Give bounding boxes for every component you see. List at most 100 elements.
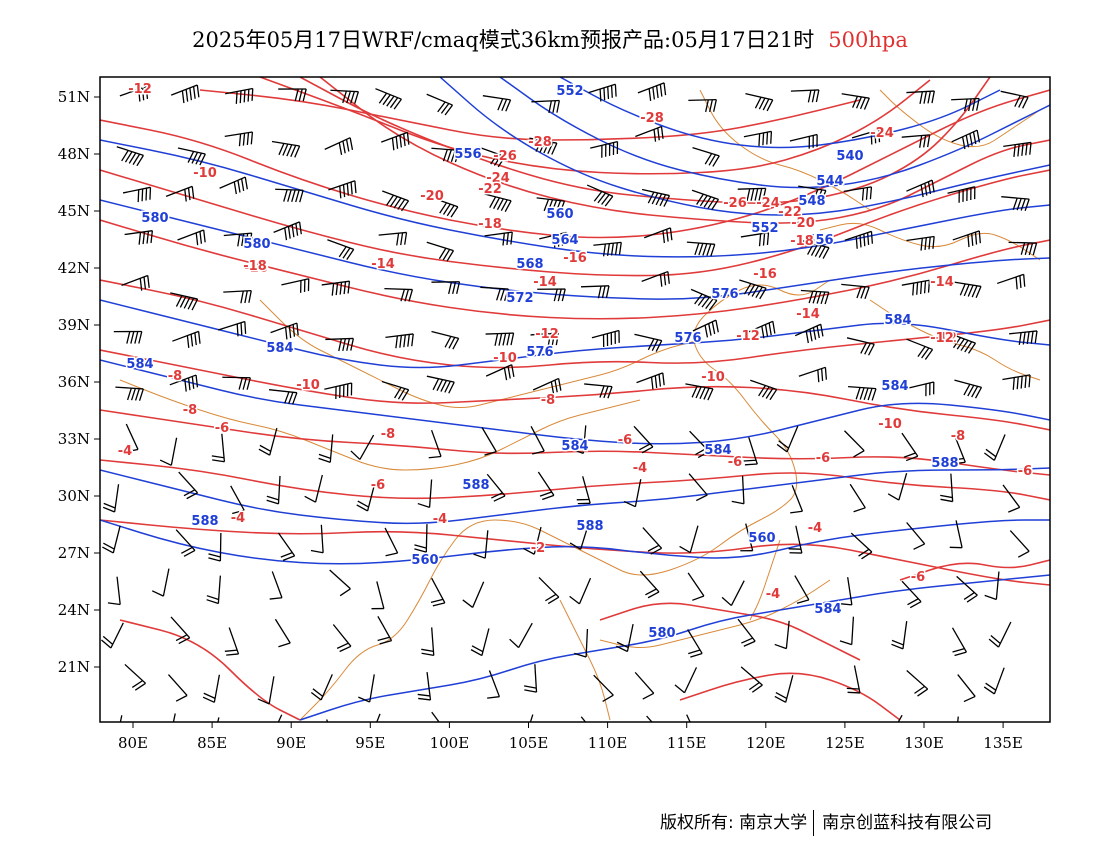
temperature-contour-label: -8 xyxy=(541,393,555,408)
temperature-contour-label: -14 xyxy=(371,257,395,272)
height-contour-label: 560 xyxy=(411,553,438,568)
wind-barb xyxy=(586,184,614,207)
wind-barb xyxy=(537,471,555,501)
wind-barb xyxy=(529,714,534,722)
temperature-contour-label: -6 xyxy=(1018,464,1032,479)
lat-tick-label: 36N xyxy=(58,373,90,391)
copyright-text: 版权所有: 南京大学 xyxy=(660,813,808,833)
wind-barb xyxy=(206,575,222,605)
lon-tick-label: 85E xyxy=(197,734,227,752)
wind-barb xyxy=(211,433,226,463)
wind-barb xyxy=(686,241,716,257)
wind-barb xyxy=(486,473,506,502)
wind-barb xyxy=(801,240,830,259)
wind-barb xyxy=(538,576,560,605)
wind-barb xyxy=(530,426,545,455)
temperature-contour-label: -6 xyxy=(1018,464,1032,479)
wind-barb xyxy=(481,427,497,456)
temperature-contour-label: -20 xyxy=(420,189,444,204)
wind-barb xyxy=(219,176,248,195)
wind-barb xyxy=(901,279,931,296)
wind-barb xyxy=(687,572,705,601)
wind-barb xyxy=(951,97,980,112)
wind-barb xyxy=(426,375,455,394)
wind-barb xyxy=(172,330,201,348)
wind-barb xyxy=(119,715,123,722)
lat-tick-label: 30N xyxy=(58,487,90,505)
wind-barb xyxy=(951,129,981,150)
wind-barb xyxy=(1009,330,1038,345)
lon-tick-label: 105E xyxy=(509,734,549,752)
temperature-contour-label: -16 xyxy=(753,267,777,282)
temperature-contour-label: -4 xyxy=(118,444,132,459)
lat-tick-label: 33N xyxy=(58,430,90,448)
temperature-contour-label: -28 xyxy=(528,135,552,150)
wind-barb xyxy=(790,89,820,103)
temperature-contour-label: -20 xyxy=(791,216,815,231)
wind-barb xyxy=(616,623,634,653)
height-contour-label: 572 xyxy=(506,291,533,306)
temperature-contour-label: -14 xyxy=(930,275,954,290)
coastline-borders xyxy=(119,89,1041,721)
temperature-contour-label: -12 xyxy=(535,327,559,342)
wind-barb xyxy=(906,179,935,198)
wind-barb xyxy=(524,664,538,693)
temperature-contour-label: -4 xyxy=(231,511,245,526)
lon-tick-label: 115E xyxy=(667,734,707,752)
geopotential-height-contour xyxy=(100,299,1050,369)
temperature-contour-label: -26 xyxy=(723,196,747,211)
wind-barb xyxy=(642,527,663,555)
wind-barb xyxy=(988,621,1012,648)
temperature-contour-label: -10 xyxy=(878,417,902,432)
temperature-contour-label: -14 xyxy=(796,307,820,322)
coastline-segment xyxy=(119,379,641,471)
wind-barb xyxy=(633,425,654,454)
temperature-contour-label: -16 xyxy=(244,261,268,276)
wind-barb xyxy=(593,674,614,703)
lon-tick-label: 125E xyxy=(825,734,865,752)
wind-barb xyxy=(478,146,506,168)
wind-barb xyxy=(685,383,714,401)
wind-barb xyxy=(473,530,489,559)
wind-barb xyxy=(846,337,875,356)
wind-barb xyxy=(794,323,824,344)
temperature-contour-label: -10 xyxy=(296,378,320,393)
temperature-isotherm xyxy=(100,409,1050,476)
wind-barb xyxy=(380,131,410,151)
wind-barb xyxy=(484,721,486,722)
wind-barb xyxy=(175,529,196,557)
wind-barb xyxy=(906,522,926,550)
wind-barb xyxy=(576,476,591,505)
wind-barb xyxy=(202,674,221,703)
wind-barb xyxy=(634,671,655,700)
lat-tick-label: 24N xyxy=(58,601,90,619)
wind-barb xyxy=(421,627,435,657)
wind-barb xyxy=(901,432,919,462)
height-contour-label: 580 xyxy=(243,237,270,252)
wind-barb xyxy=(901,580,922,609)
wind-barb xyxy=(257,676,275,705)
wind-barb xyxy=(641,188,671,207)
wind-barb xyxy=(277,532,296,561)
wind-barb xyxy=(688,473,708,502)
lat-tick-label: 48N xyxy=(58,145,90,163)
wind-barb xyxy=(956,575,978,603)
geopotential-height-contour xyxy=(100,199,1050,300)
wind-barb xyxy=(115,386,144,401)
wind-barb xyxy=(850,532,873,560)
wind-barb xyxy=(849,483,866,513)
wind-barb xyxy=(224,627,240,656)
temperature-contour-label: -14 xyxy=(533,275,557,290)
wind-barb xyxy=(731,724,744,752)
map-frame xyxy=(99,76,1051,723)
wind-barb xyxy=(1002,374,1031,390)
wind-barb xyxy=(1001,196,1030,212)
wind-barbs xyxy=(101,82,1038,752)
height-contour-label: 564 xyxy=(551,233,578,248)
wind-barb xyxy=(1003,141,1032,158)
wind-barb xyxy=(225,87,254,104)
wind-barb xyxy=(381,380,410,401)
height-contour-label: 552 xyxy=(751,221,778,236)
wind-barb xyxy=(382,190,410,212)
temperature-contours xyxy=(100,77,1050,721)
